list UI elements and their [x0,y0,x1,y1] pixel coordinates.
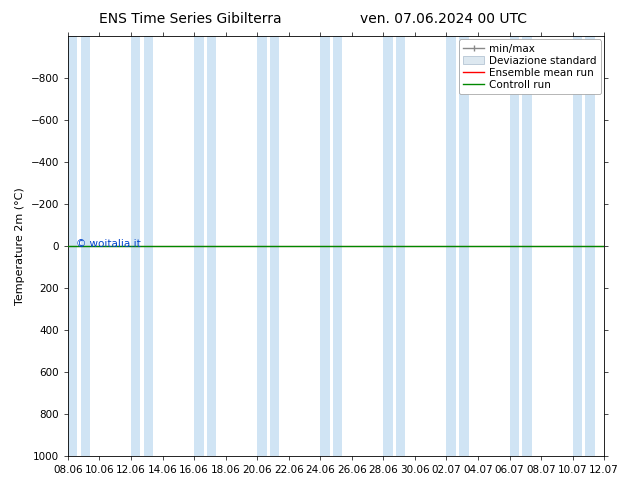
Text: ENS Time Series Gibilterra: ENS Time Series Gibilterra [99,12,281,26]
Text: © woitalia.it: © woitalia.it [76,239,141,249]
Bar [396,36,405,456]
Bar [459,36,469,456]
Bar [522,36,531,456]
Bar [81,36,90,456]
Y-axis label: Temperature 2m (°C): Temperature 2m (°C) [15,187,25,305]
Bar [194,36,204,456]
Bar [207,36,216,456]
Bar [131,36,141,456]
Bar [320,36,330,456]
Legend: min/max, Deviazione standard, Ensemble mean run, Controll run: min/max, Deviazione standard, Ensemble m… [459,39,601,94]
Bar [68,36,77,456]
Text: ven. 07.06.2024 00 UTC: ven. 07.06.2024 00 UTC [360,12,527,26]
Bar [446,36,456,456]
Bar [257,36,267,456]
Bar [270,36,279,456]
Bar [573,36,582,456]
Bar [333,36,342,456]
Bar [384,36,393,456]
Bar [144,36,153,456]
Bar [510,36,519,456]
Bar [585,36,595,456]
